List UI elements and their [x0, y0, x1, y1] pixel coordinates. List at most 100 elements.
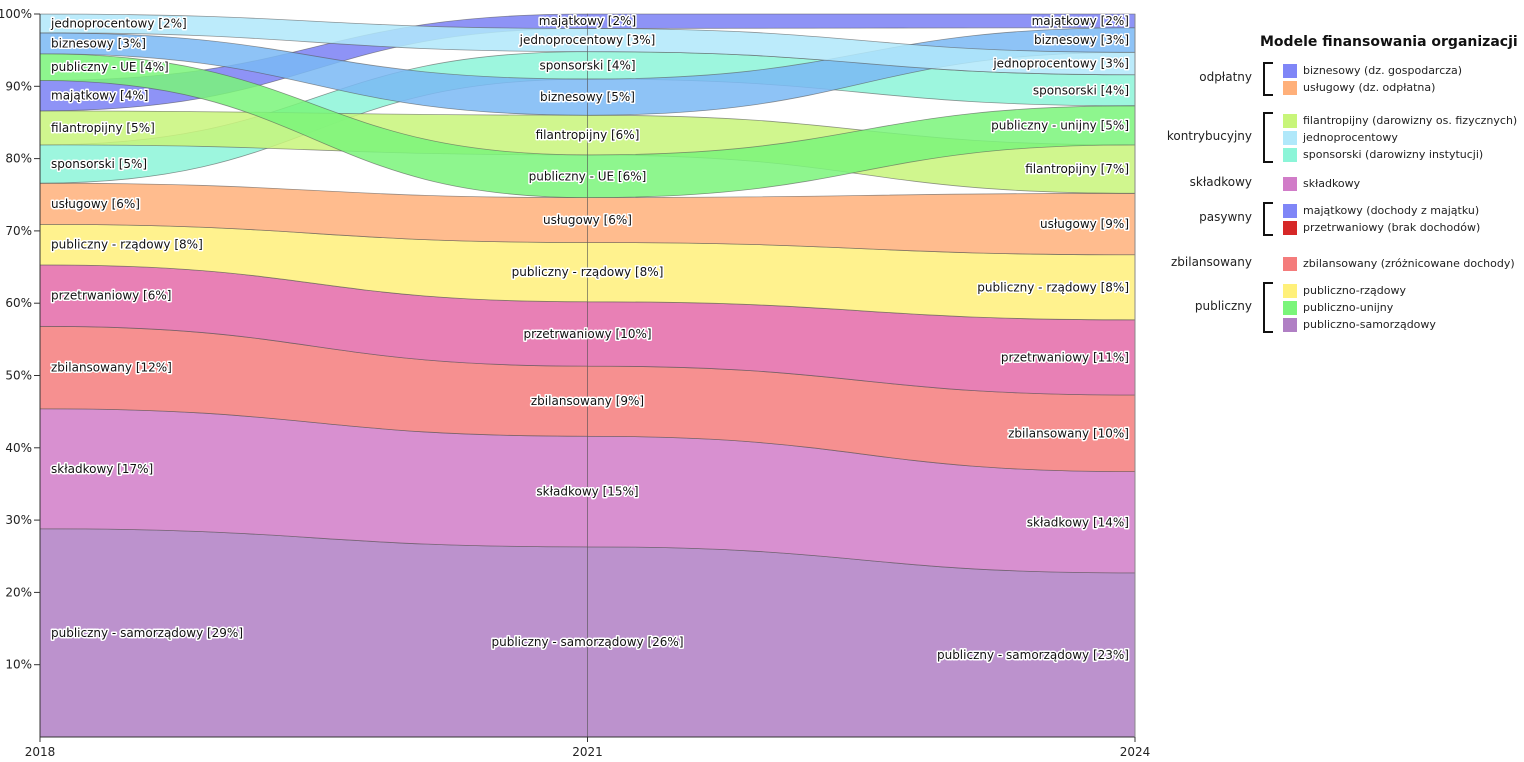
flow-label-filantropijny-2018: filantropijny [5%]: [51, 121, 155, 135]
flow-label-przetrwaniowy-2024: przetrwaniowy [11%]: [1001, 350, 1129, 364]
legend-item-label: publiczno-unijny: [1303, 301, 1394, 314]
flow-label-sponsorski-2024: sponsorski [4%]: [1033, 83, 1129, 97]
flow-label-biznesowy-2024: biznesowy [3%]: [1034, 33, 1129, 47]
legend-bracket: [1263, 62, 1273, 96]
legend-item[interactable]: publiczno-samorządowy: [1283, 316, 1436, 333]
legend-swatch: [1283, 113, 1297, 128]
flow-label-jednoprocentowy-2018: jednoprocentowy [2%]: [50, 16, 187, 30]
legend-swatch: [1283, 176, 1297, 191]
flow-label-uslugowy-2024: usługowy [9%]: [1040, 217, 1129, 231]
flow-labels-layer: publiczny - samorządowy [29%] publiczny -…: [49, 12, 1131, 663]
legend-bracket: [1263, 112, 1273, 163]
legend-swatch: [1283, 317, 1297, 332]
flow-label-skladkowy-2024: składkowy [14%]: [1027, 515, 1129, 529]
legend-item-label: publiczno-samorządowy: [1303, 318, 1436, 331]
legend-item[interactable]: przetrwaniowy (brak dochodów): [1283, 219, 1480, 236]
flow-label-jednoprocentowy-2024: jednoprocentowy [3%]: [992, 57, 1129, 71]
flow-label-przetrwaniowy-2021: przetrwaniowy [10%]: [523, 327, 651, 341]
alluvial-chart: 10% 20% 30% 40% 50% 60% 70% 80% 90% 100% 2018 2021 2…: [0, 7, 1150, 759]
flow-label-sponsorski-2021: sponsorski [4%]: [539, 58, 635, 72]
flow-label-skladkowy-2021: składkowy [15%]: [536, 485, 638, 499]
y-tick-label-100: 100%: [0, 7, 32, 21]
legend-title: Modele finansowania organizacji: [1260, 34, 1518, 50]
legend-item-label: przetrwaniowy (brak dochodów): [1303, 221, 1481, 234]
flow-label-majatkowy-2024: majątkowy [2%]: [1032, 14, 1129, 28]
flow-label-rzadowy-2018: publiczny - rządowy [8%]: [51, 238, 203, 252]
flow-label-biznesowy-2021: biznesowy [5%]: [540, 90, 635, 104]
flow-label-filantropijny-2021: filantropijny [6%]: [536, 128, 640, 142]
legend-swatch: [1283, 300, 1297, 315]
flow-label-samorzadowy-2021: publiczny - samorządowy [26%]: [491, 635, 683, 649]
flow-label-skladkowy-2018: składkowy [17%]: [51, 462, 153, 476]
legend-swatch: [1283, 256, 1297, 271]
legend-item[interactable]: publiczno-unijny: [1283, 299, 1393, 316]
y-tick-label-10: 10%: [5, 658, 32, 672]
legend-group-name: składkowy: [1189, 174, 1252, 189]
y-tick-label-90: 90%: [5, 79, 32, 93]
y-tick-label-80: 80%: [5, 152, 32, 166]
legend-group-name: pasywny: [1199, 210, 1252, 224]
y-tick-label-50: 50%: [5, 369, 32, 383]
x-tick-label-2018: 2018: [25, 745, 56, 759]
legend-item-label: publiczno-rządowy: [1303, 284, 1407, 297]
legend-item-label: sponsorski (darowizny instytucji): [1303, 148, 1484, 161]
legend-bracket: [1263, 282, 1273, 333]
flow-label-uslugowy-2018: usługowy [6%]: [51, 197, 140, 211]
flow-label-uslugowy-2021: usługowy [6%]: [543, 213, 632, 227]
legend-item[interactable]: sponsorski (darowizny instytucji): [1283, 146, 1483, 163]
legend-item-label: składkowy: [1303, 177, 1361, 190]
legend-item[interactable]: biznesowy (dz. gospodarcza): [1283, 62, 1462, 79]
legend-item-label: jednoprocentowy: [1303, 131, 1398, 144]
flow-label-jednoprocentowy-2021: jednoprocentowy [3%]: [519, 33, 656, 47]
flow-label-sponsorski-2018: sponsorski [5%]: [51, 157, 147, 171]
flow-label-zbilansowany-2024: zbilansowany [10%]: [1008, 426, 1129, 440]
legend-group-name: odpłatny: [1199, 70, 1252, 84]
legend-swatch: [1283, 283, 1297, 298]
x-tick-label-2024: 2024: [1120, 745, 1151, 759]
legend-item[interactable]: jednoprocentowy: [1283, 129, 1398, 146]
legend-group-name: kontrybucyjny: [1166, 128, 1252, 143]
y-tick-label-30: 30%: [5, 513, 32, 527]
legend-swatch: [1283, 203, 1297, 218]
flow-label-biznesowy-2018: biznesowy [3%]: [51, 36, 146, 50]
legend-item-label: zbilansowany (zróżnicowane dochody): [1303, 257, 1515, 270]
flow-label-majatkowy-2021: majątkowy [2%]: [539, 14, 636, 28]
legend-swatch: [1283, 220, 1297, 235]
legend-swatch: [1283, 80, 1297, 95]
flow-label-ue-2024: publiczny - unijny [5%]: [991, 118, 1129, 132]
legend-item[interactable]: majątkowy (dochody z majątku): [1283, 202, 1479, 219]
legend-item-label: majątkowy (dochody z majątku): [1303, 204, 1480, 217]
y-tick-label-40: 40%: [5, 441, 32, 455]
flow-label-zbilansowany-2018: zbilansowany [12%]: [51, 361, 172, 375]
legend-swatch: [1283, 130, 1297, 145]
legend-item[interactable]: filantropijny (darowizny os. fizycznych): [1283, 112, 1517, 129]
flow-label-rzadowy-2021: publiczny - rządowy [8%]: [512, 265, 664, 279]
flow-label-samorzadowy-2024: publiczny - samorządowy [23%]: [937, 648, 1129, 662]
x-tick-label-2021: 2021: [572, 745, 603, 759]
flow-label-zbilansowany-2021: zbilansowany [9%]: [531, 394, 644, 408]
legend-item-label: filantropijny (darowizny os. fizycznych): [1303, 114, 1518, 127]
legend-item[interactable]: składkowy: [1283, 175, 1360, 192]
legend-group-name: zbilansowany: [1170, 254, 1252, 269]
flows-layer: [39, 13, 1136, 738]
y-tick-label-70: 70%: [5, 224, 32, 238]
flow-label-filantropijny-2024: filantropijny [7%]: [1025, 162, 1129, 176]
flow-label-ue-2018: publiczny - UE [4%]: [51, 60, 169, 74]
legend-item[interactable]: usługowy (dz. odpłatna): [1283, 79, 1435, 96]
flow-label-samorzadowy-2018: publiczny - samorządowy [29%]: [51, 626, 243, 640]
y-tick-label-60: 60%: [5, 296, 32, 310]
legend-bracket: [1263, 202, 1273, 236]
legend-item[interactable]: zbilansowany (zróżnicowane dochody): [1283, 255, 1515, 272]
flow-label-przetrwaniowy-2018: przetrwaniowy [6%]: [51, 289, 171, 303]
legend-item-label: usługowy (dz. odpłatna): [1303, 81, 1436, 94]
legend-swatch: [1283, 147, 1297, 162]
flow-label-ue-2021: publiczny - UE [6%]: [529, 169, 647, 183]
flow-label-majatkowy-2018: majątkowy [4%]: [51, 89, 148, 103]
axes-layer: 10% 20% 30% 40% 50% 60% 70% 80% 90% 100% 2018 2021 2…: [0, 7, 1150, 759]
legend-swatch: [1283, 63, 1297, 78]
legend-item[interactable]: publiczno-rządowy: [1283, 282, 1406, 299]
y-tick-label-20: 20%: [5, 585, 32, 599]
flow-label-rzadowy-2024: publiczny - rządowy [8%]: [977, 280, 1129, 294]
legend-group-name: publiczny: [1194, 298, 1252, 313]
legend-item-label: biznesowy (dz. gospodarcza): [1303, 64, 1463, 77]
